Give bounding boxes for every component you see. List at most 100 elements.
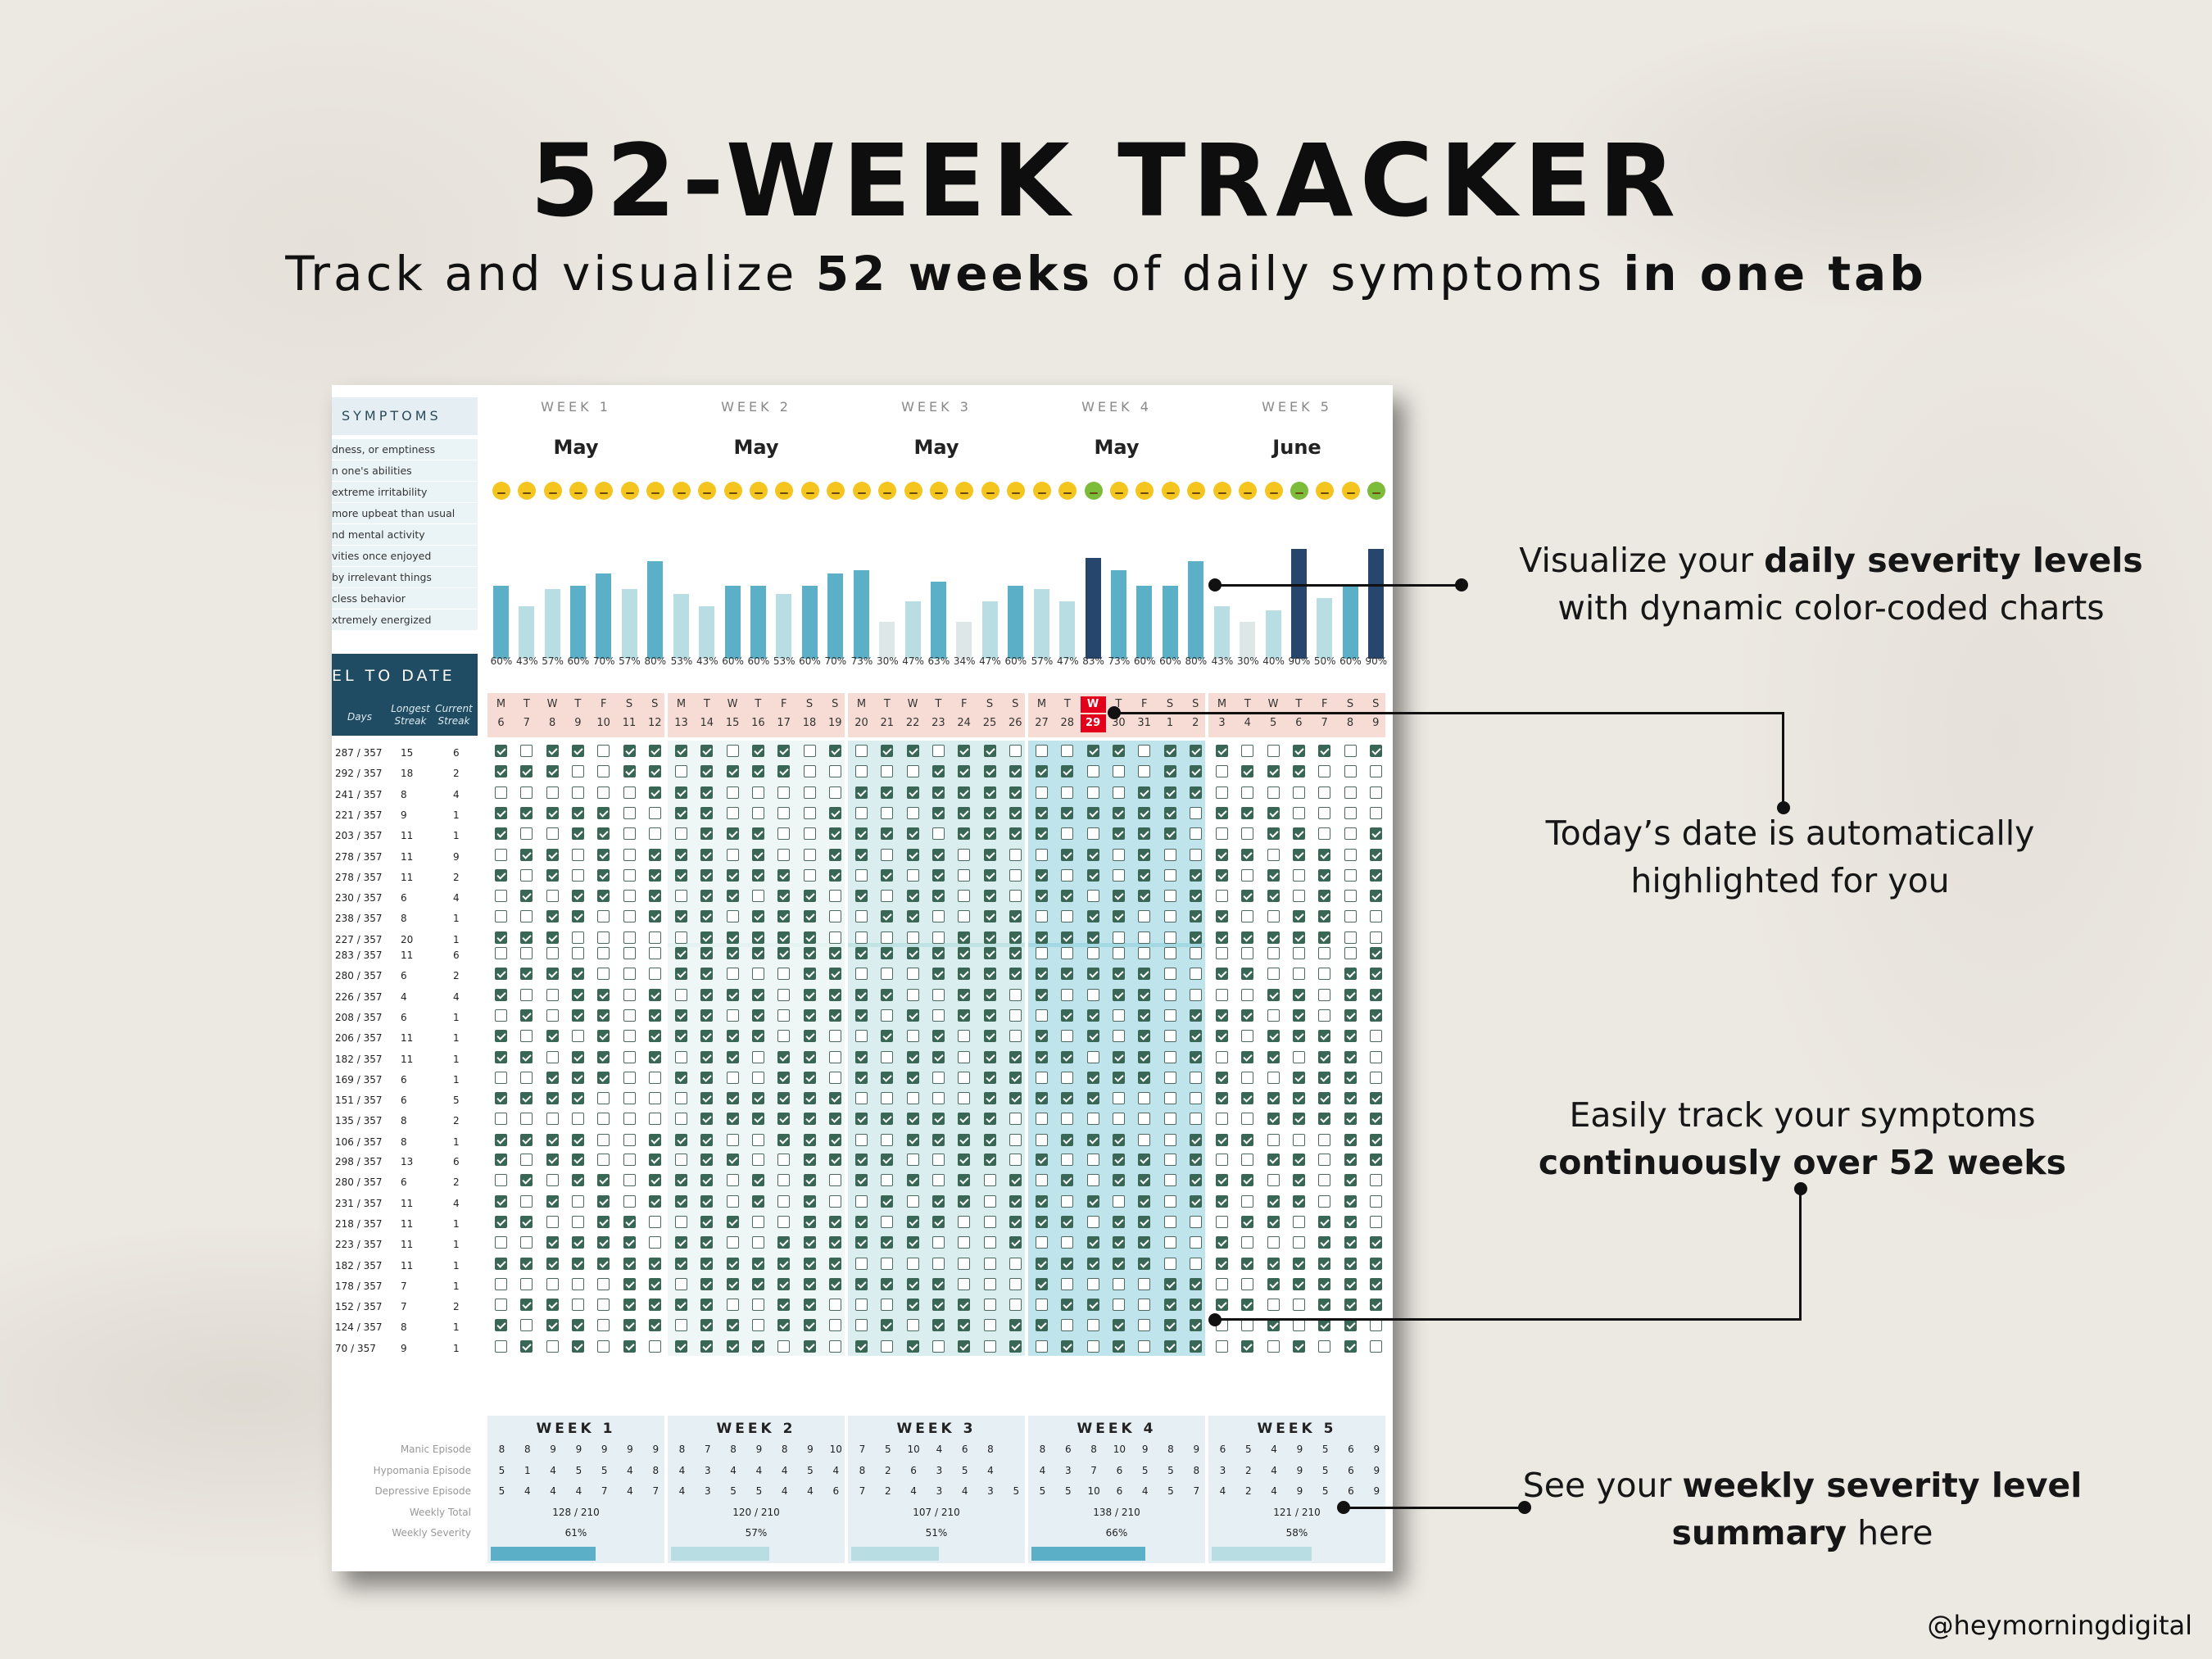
symptom-checkbox[interactable] — [1241, 910, 1254, 923]
symptom-checkbox[interactable] — [1369, 1257, 1382, 1270]
symptom-checkbox[interactable] — [1009, 1174, 1022, 1187]
symptom-checkbox[interactable] — [520, 1277, 533, 1290]
symptom-checkbox[interactable] — [906, 968, 919, 981]
symptom-checkbox[interactable] — [675, 765, 687, 778]
symptom-checkbox[interactable] — [1163, 890, 1176, 903]
symptom-checkbox[interactable] — [1267, 1133, 1280, 1146]
symptom-checkbox[interactable] — [958, 947, 971, 959]
symptom-checkbox[interactable] — [1086, 931, 1099, 944]
symptom-checkbox[interactable] — [1292, 868, 1305, 882]
symptom-checkbox[interactable] — [1189, 890, 1202, 903]
symptom-checkbox[interactable] — [803, 786, 816, 799]
symptom-checkbox[interactable] — [983, 868, 996, 882]
symptom-checkbox[interactable] — [675, 1030, 687, 1043]
symptom-checkbox[interactable] — [881, 1174, 894, 1187]
symptom-checkbox[interactable] — [1036, 1113, 1048, 1126]
symptom-checkbox[interactable] — [1369, 1339, 1382, 1353]
symptom-checkbox[interactable] — [1241, 1215, 1254, 1228]
symptom-checkbox[interactable] — [906, 1030, 919, 1043]
symptom-checkbox[interactable] — [777, 786, 791, 799]
symptom-checkbox[interactable] — [958, 745, 971, 757]
symptom-checkbox[interactable] — [726, 988, 739, 1001]
symptom-checkbox[interactable] — [1292, 1092, 1305, 1105]
symptom-checkbox[interactable] — [597, 988, 610, 1001]
symptom-checkbox[interactable] — [1292, 1215, 1305, 1228]
symptom-checkbox[interactable] — [828, 1092, 841, 1105]
symptom-checkbox[interactable] — [803, 910, 816, 923]
symptom-checkbox[interactable] — [571, 931, 584, 944]
symptom-checkbox[interactable] — [1009, 1009, 1022, 1022]
symptom-checkbox[interactable] — [751, 1299, 764, 1312]
symptom-checkbox[interactable] — [546, 827, 559, 841]
symptom-checkbox[interactable] — [777, 1174, 791, 1187]
symptom-checkbox[interactable] — [520, 1215, 533, 1228]
symptom-checkbox[interactable] — [1061, 890, 1074, 903]
symptom-checkbox[interactable] — [983, 931, 996, 944]
symptom-checkbox[interactable] — [700, 806, 714, 819]
symptom-checkbox[interactable] — [1267, 890, 1280, 903]
symptom-checkbox[interactable] — [751, 1133, 764, 1146]
symptom-checkbox[interactable] — [1036, 1174, 1048, 1187]
symptom-checkbox[interactable] — [855, 1113, 868, 1126]
symptom-checkbox[interactable] — [1267, 968, 1280, 981]
symptom-checkbox[interactable] — [648, 890, 661, 903]
symptom-checkbox[interactable] — [495, 1092, 507, 1105]
symptom-checkbox[interactable] — [495, 1215, 507, 1228]
symptom-checkbox[interactable] — [1036, 1009, 1048, 1022]
symptom-checkbox[interactable] — [648, 968, 661, 981]
symptom-checkbox[interactable] — [1318, 786, 1331, 799]
symptom-checkbox[interactable] — [495, 1050, 507, 1063]
symptom-checkbox[interactable] — [700, 968, 714, 981]
symptom-checkbox[interactable] — [1292, 1299, 1305, 1312]
symptom-checkbox[interactable] — [751, 1215, 764, 1228]
symptom-checkbox[interactable] — [931, 745, 945, 757]
symptom-checkbox[interactable] — [1241, 1154, 1254, 1166]
symptom-checkbox[interactable] — [1267, 1194, 1280, 1208]
symptom-checkbox[interactable] — [906, 868, 919, 882]
symptom-checkbox[interactable] — [726, 1009, 739, 1022]
symptom-checkbox[interactable] — [751, 1050, 764, 1063]
symptom-checkbox[interactable] — [1163, 1339, 1176, 1353]
symptom-checkbox[interactable] — [777, 1092, 791, 1105]
symptom-checkbox[interactable] — [1267, 827, 1280, 841]
symptom-checkbox[interactable] — [571, 1154, 584, 1166]
symptom-checkbox[interactable] — [546, 1050, 559, 1063]
symptom-checkbox[interactable] — [777, 1277, 791, 1290]
symptom-checkbox[interactable] — [571, 968, 584, 981]
symptom-checkbox[interactable] — [983, 1009, 996, 1022]
symptom-checkbox[interactable] — [1292, 827, 1305, 841]
symptom-checkbox[interactable] — [675, 1050, 687, 1063]
symptom-checkbox[interactable] — [983, 1257, 996, 1270]
symptom-checkbox[interactable] — [1318, 868, 1331, 882]
symptom-checkbox[interactable] — [1009, 806, 1022, 819]
symptom-checkbox[interactable] — [751, 1113, 764, 1126]
symptom-checkbox[interactable] — [520, 1133, 533, 1146]
symptom-checkbox[interactable] — [700, 1009, 714, 1022]
symptom-checkbox[interactable] — [1086, 1009, 1099, 1022]
symptom-checkbox[interactable] — [1369, 1194, 1382, 1208]
symptom-checkbox[interactable] — [1189, 1299, 1202, 1312]
symptom-checkbox[interactable] — [828, 1071, 841, 1084]
symptom-checkbox[interactable] — [520, 765, 533, 778]
symptom-checkbox[interactable] — [1369, 968, 1382, 981]
symptom-checkbox[interactable] — [1318, 910, 1331, 923]
symptom-checkbox[interactable] — [495, 1277, 507, 1290]
symptom-checkbox[interactable] — [958, 827, 971, 841]
symptom-checkbox[interactable] — [1163, 1277, 1176, 1290]
symptom-checkbox[interactable] — [1138, 1092, 1151, 1105]
symptom-checkbox[interactable] — [906, 1299, 919, 1312]
symptom-checkbox[interactable] — [983, 1050, 996, 1063]
symptom-checkbox[interactable] — [777, 1009, 791, 1022]
symptom-checkbox[interactable] — [958, 1215, 971, 1228]
symptom-checkbox[interactable] — [881, 1071, 894, 1084]
symptom-checkbox[interactable] — [855, 1257, 868, 1270]
symptom-checkbox[interactable] — [906, 1339, 919, 1353]
symptom-checkbox[interactable] — [1138, 1113, 1151, 1126]
symptom-checkbox[interactable] — [1061, 1113, 1074, 1126]
symptom-checkbox[interactable] — [881, 890, 894, 903]
symptom-checkbox[interactable] — [1241, 1174, 1254, 1187]
symptom-checkbox[interactable] — [1292, 890, 1305, 903]
symptom-checkbox[interactable] — [1292, 1133, 1305, 1146]
symptom-checkbox[interactable] — [546, 1319, 559, 1332]
symptom-checkbox[interactable] — [983, 765, 996, 778]
